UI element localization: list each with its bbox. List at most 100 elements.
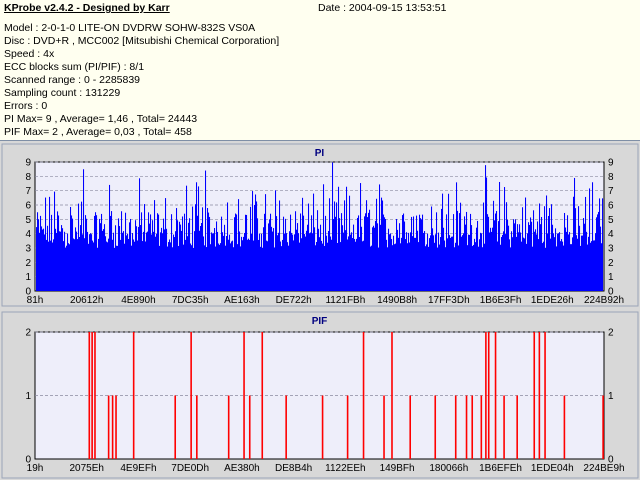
pi-bar — [158, 214, 160, 291]
pi-bar — [468, 234, 470, 291]
pi-bar — [281, 246, 283, 291]
pi-bar — [415, 237, 417, 291]
y-tick-label-left: 5 — [25, 215, 31, 226]
y-tick-label-right: 2 — [608, 258, 614, 269]
pi-bar — [576, 235, 578, 291]
pi-bar — [303, 215, 305, 291]
y-tick-label-left: 4 — [25, 229, 31, 240]
pif-bar — [132, 332, 135, 459]
pi-bar — [180, 224, 182, 291]
pi-bar — [510, 247, 512, 291]
pi-bar — [88, 243, 90, 291]
pi-bar — [292, 234, 294, 291]
pi-bar — [517, 224, 519, 291]
pif-bar — [88, 332, 91, 459]
y-tick-label-right: 4 — [608, 229, 614, 240]
pi-bar — [143, 231, 145, 291]
pi-bar — [176, 208, 178, 291]
pi-bar — [359, 236, 361, 291]
pi-bar — [543, 241, 545, 291]
pi-bar — [373, 225, 375, 291]
pi-bar — [82, 234, 84, 291]
pi-bar — [70, 206, 72, 291]
pi-bar — [403, 213, 405, 291]
pif-bar — [494, 332, 497, 459]
pi-bar — [515, 219, 517, 291]
pif-bar — [434, 395, 437, 459]
pi-bar — [464, 216, 466, 291]
pi-bar — [302, 197, 304, 291]
pif-bar — [454, 395, 457, 459]
pi-bar — [188, 222, 190, 291]
pi-bar — [587, 244, 589, 291]
y-tick-label-left: 2 — [25, 328, 31, 339]
pi-bar — [602, 198, 604, 291]
pi-bar — [325, 215, 327, 291]
pi-bar — [514, 223, 516, 291]
pi-bar — [157, 213, 159, 291]
pi-bar — [456, 182, 458, 291]
pi-bar — [474, 238, 476, 291]
pi-bar — [379, 184, 381, 291]
pif-bar — [285, 395, 287, 459]
pi-bar — [598, 211, 600, 291]
pi-bar — [163, 218, 165, 291]
pi-bar — [178, 245, 180, 291]
pif-bar — [115, 395, 117, 459]
errors-line: Errors : 0 — [4, 100, 48, 112]
pi-bar — [52, 242, 54, 291]
pi-bar — [421, 219, 423, 291]
pi-bar — [159, 245, 161, 291]
pi-bar — [388, 228, 390, 291]
pi-bar — [301, 238, 303, 291]
pi-bar — [391, 238, 393, 291]
y-tick-label-left: 1 — [25, 391, 31, 402]
pi-bar — [372, 227, 374, 291]
pi-bar — [92, 240, 94, 291]
x-tick-label: 180066h — [429, 463, 468, 474]
pi-bar — [117, 245, 119, 291]
pi-bar — [436, 212, 438, 291]
pi-bar — [489, 232, 491, 291]
pi-bar — [540, 224, 542, 291]
pi-bar — [566, 231, 568, 291]
y-tick-label-left: 1 — [25, 272, 31, 283]
pi-bar — [457, 210, 459, 291]
pi-bar — [463, 233, 465, 291]
pi-bar — [351, 232, 353, 291]
pi-bar — [289, 231, 291, 291]
pi-bar — [241, 236, 243, 291]
pi-bar — [172, 247, 174, 291]
pi-bar — [115, 225, 117, 291]
pi-bar — [412, 236, 414, 291]
pif-bar — [383, 395, 385, 459]
pi-bar — [261, 233, 263, 291]
pi-bar — [407, 243, 409, 291]
pi-bar — [371, 245, 373, 291]
pi-bar — [219, 244, 221, 291]
pi-bar — [589, 188, 591, 291]
pi-bar — [244, 232, 246, 291]
pi-bar — [452, 236, 454, 291]
pi-bar — [347, 239, 349, 291]
y-tick-label-right: 1 — [608, 391, 614, 402]
pi-bar — [72, 218, 74, 291]
pi-bar — [446, 214, 448, 291]
pi-bar — [471, 225, 473, 291]
pi-bar — [334, 201, 336, 291]
pi-bar — [506, 202, 508, 291]
pi-bar — [563, 245, 565, 291]
pi-bar — [294, 234, 296, 291]
pi-bar — [275, 190, 277, 291]
pi-bar — [591, 241, 593, 291]
pi-bar — [326, 235, 328, 291]
pi-bar — [75, 227, 77, 291]
pif-bar — [465, 395, 468, 459]
pi-bar — [453, 214, 455, 291]
x-tick-label: DE722h — [276, 295, 312, 306]
pi-bar — [156, 233, 158, 291]
x-tick-label: 17FF3Dh — [428, 295, 470, 306]
pi-bar — [198, 186, 200, 291]
pi-bar — [499, 181, 501, 291]
pi-bar — [496, 211, 498, 291]
